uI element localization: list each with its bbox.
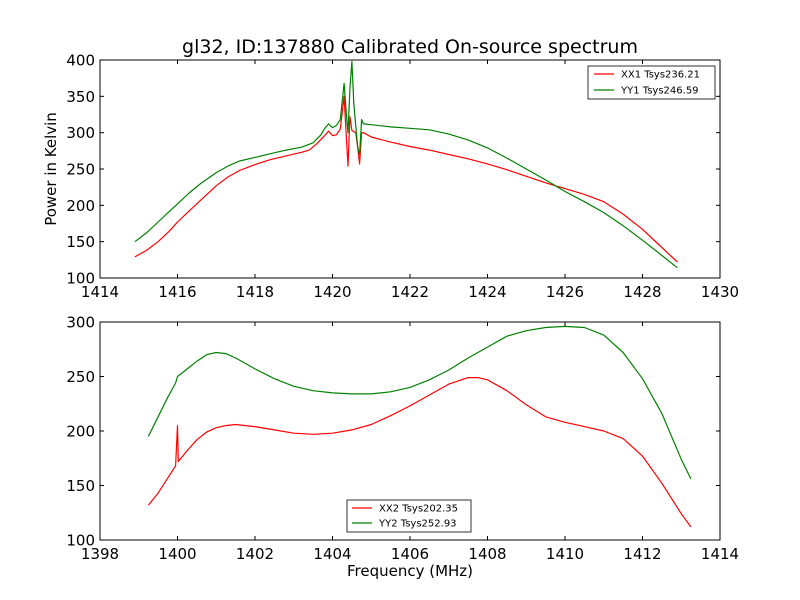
bottom-spectrum-panel: 1398 1400 1402 1404 1406 1408 1410 1412 1414 100 1… <box>66 314 739 581</box>
x-tick-label: 1400 <box>158 545 196 563</box>
y-tick-label: 200 <box>66 197 95 215</box>
x-tick-label: 1424 <box>468 283 506 301</box>
x-tick-label: 1402 <box>236 545 274 563</box>
legend: XX2 Tsys202.35 YY2 Tsys252.93 <box>346 499 472 533</box>
x-tick-label: 1430 <box>701 283 739 301</box>
y-tick-label: 350 <box>66 88 95 106</box>
y-tick-label: 100 <box>66 532 95 550</box>
legend-label-yy2: YY2 Tsys252.93 <box>378 519 457 530</box>
series-line-yy2 <box>147 325 692 480</box>
y-tick-label: 250 <box>66 368 95 386</box>
y-tick-label: 300 <box>66 314 95 332</box>
x-tick-label: 1412 <box>623 545 661 563</box>
x-tick-label: 1408 <box>468 545 506 563</box>
y-tick-label: 100 <box>66 270 95 288</box>
y-tick-label: 200 <box>66 423 95 441</box>
chart-title: gl32, ID:137880 Calibrated On-source spe… <box>182 36 638 58</box>
y-tick-label: 150 <box>66 233 95 251</box>
x-tick-label: 1410 <box>546 545 584 563</box>
x-tick-label: 1428 <box>623 283 661 301</box>
top-spectrum-panel: gl32, ID:137880 Calibrated On-source spe… <box>42 36 739 301</box>
x-tick-label: 1406 <box>391 545 429 563</box>
x-tick-label: 1426 <box>546 283 584 301</box>
legend-label-yy1: YY1 Tsys246.59 <box>620 86 699 97</box>
x-tick-label: 1422 <box>391 283 429 301</box>
legend: XX1 Tsys236.21 YY1 Tsys246.59 <box>587 65 716 100</box>
legend-label-xx2: XX2 Tsys202.35 <box>379 504 458 515</box>
y-tick-label: 400 <box>66 52 95 70</box>
x-tick-label: 1414 <box>81 283 119 301</box>
x-tick-label: 1398 <box>81 545 119 563</box>
y-tick-label: 250 <box>66 161 95 179</box>
series-line-xx2 <box>147 377 692 528</box>
legend-box <box>587 65 716 100</box>
series-line-yy1 <box>134 60 678 269</box>
x-axis-label: Frequency (MHz) <box>347 562 473 580</box>
x-tick-label: 1404 <box>313 545 351 563</box>
x-tick-label: 1414 <box>701 545 739 563</box>
x-tick-label: 1418 <box>236 283 274 301</box>
legend-label-xx1: XX1 Tsys236.21 <box>621 70 700 81</box>
x-tick-label: 1420 <box>313 283 351 301</box>
x-tick-label: 1416 <box>158 283 196 301</box>
y-tick-label: 150 <box>66 477 95 495</box>
y-axis-label: Power in Kelvin <box>42 112 60 226</box>
series-line-xx1 <box>134 95 678 263</box>
legend-box <box>346 499 472 533</box>
y-tick-label: 300 <box>66 124 95 142</box>
